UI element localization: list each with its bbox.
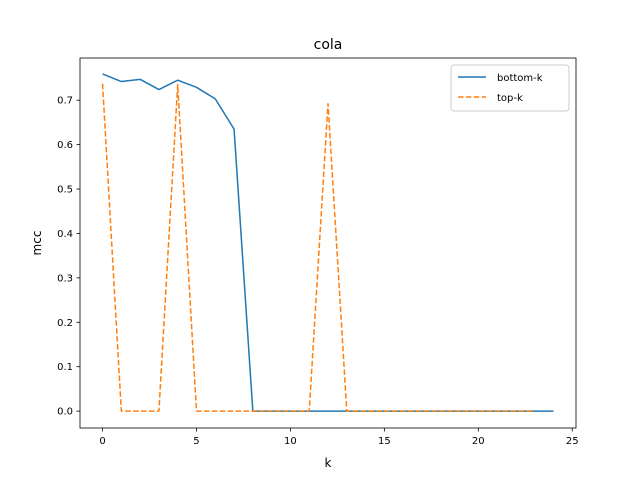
plot-series xyxy=(101,73,554,412)
y-tick-label: 0.3 xyxy=(57,273,73,284)
x-tick-label: 0 xyxy=(99,436,105,447)
x-tick-label: 25 xyxy=(566,436,579,447)
y-tick-label: 0.7 xyxy=(57,96,73,107)
y-tick-label: 0.0 xyxy=(57,407,73,418)
y-tick-label: 0.1 xyxy=(57,362,73,373)
x-tick-label: 10 xyxy=(284,436,297,447)
x-tick-label: 15 xyxy=(378,436,391,447)
y-axis: 0.0 0.1 0.2 0.3 0.4 0.5 0.6 0.7 xyxy=(57,96,80,418)
chart-title: cola xyxy=(314,37,343,53)
legend-box xyxy=(450,64,570,112)
y-axis-label: mcc xyxy=(30,231,44,256)
x-axis: 0 5 10 15 20 25 xyxy=(99,428,579,447)
x-tick-label: 5 xyxy=(193,436,199,447)
legend-label-bottom-k: bottom-k xyxy=(497,73,543,84)
y-tick-label: 0.4 xyxy=(57,229,73,240)
series-line-bottom-k xyxy=(102,73,554,412)
legend-label-top-k: top-k xyxy=(497,93,523,104)
y-tick-label: 0.6 xyxy=(57,140,73,151)
plot-frame xyxy=(79,57,577,429)
y-tick-label: 0.2 xyxy=(57,318,73,329)
x-axis-label: k xyxy=(325,456,332,470)
legend: bottom-k top-k xyxy=(450,64,570,112)
y-tick-label: 0.5 xyxy=(57,185,73,196)
x-tick-label: 20 xyxy=(472,436,485,447)
